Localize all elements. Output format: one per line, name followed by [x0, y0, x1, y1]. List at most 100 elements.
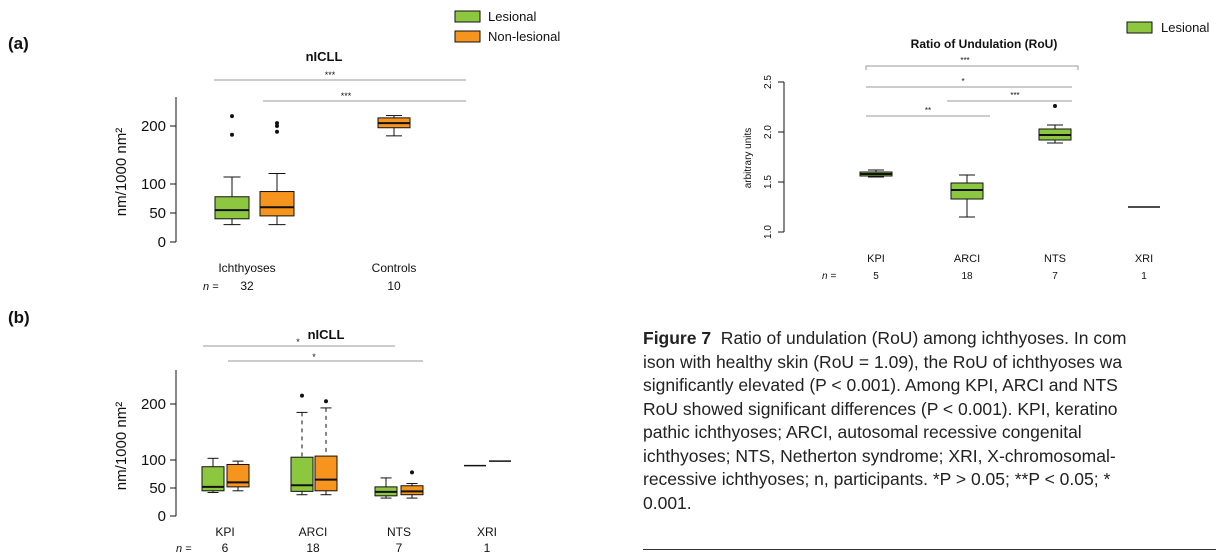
chart-rou-cat-nts: NTS — [1044, 253, 1066, 265]
legend-swatch-lesional — [454, 10, 481, 23]
box-b-nts-nonlesional-outlier — [410, 470, 414, 475]
panel-b-label: (b) — [8, 308, 30, 327]
chart-a-boxes — [214, 114, 411, 226]
sig-label-rou-3: *** — [1010, 91, 1019, 100]
chart-a-ytick-label: 50 — [149, 205, 166, 222]
caption-line-8: 0.001. — [643, 492, 692, 513]
chart-rou-ytick-label: 2.0 — [763, 125, 774, 139]
chart-a-ytick-label: 0 — [158, 234, 166, 251]
chart-b-title: nICLL — [308, 327, 345, 342]
chart-a-ytick-label: 100 — [141, 176, 166, 193]
chart-rou-yticks: 1.0 1.5 2.0 2.5 — [763, 75, 784, 239]
caption-line-3: significantly elevated (P < 0.001). Amon… — [643, 375, 1118, 395]
chart-b-ytick-label: 50 — [149, 480, 166, 497]
box-a-ichthyoses-nonlesional-box — [259, 191, 295, 217]
legend-label-lesional: Lesional — [488, 9, 537, 24]
chart-b-n-label: n = — [176, 543, 192, 555]
box-a-ichthyoses-nonlesional-outlier — [275, 129, 279, 134]
chart-b-n-nts: 7 — [396, 541, 403, 555]
legend-label-non-lesional: Non-lesional — [488, 29, 560, 44]
chart-b-significance: * * — [203, 337, 423, 362]
chart-rou-ytick-label: 1.5 — [763, 175, 774, 189]
chart-a-n-ichthyoses: 32 — [240, 279, 254, 293]
chart-a-cat-ichthyoses: Ichthyoses — [218, 261, 275, 275]
box-a-ichthyoses-lesional-outlier — [230, 132, 234, 137]
chart-a-ytick-label: 200 — [141, 118, 166, 135]
chart-rou-title: Ratio of Undulation (RoU) — [911, 37, 1058, 51]
legend-rou-swatch-lesional — [1126, 21, 1153, 34]
chart-b-ytick-label: 0 — [158, 508, 166, 525]
box-b-arci-nonlesional-box — [314, 455, 338, 492]
box-rou-nts-outlier — [1053, 104, 1057, 108]
chart-b-boxes — [201, 393, 511, 499]
chart-b-n-arci: 18 — [306, 541, 320, 555]
chart-a-ylabel: nm/1000 nm² — [113, 128, 130, 216]
caption-line-4: RoU showed significant differences (P < … — [643, 398, 1118, 419]
chart-rou-n-arci: 18 — [961, 271, 973, 282]
legend: Lesional Non-lesional — [454, 9, 560, 44]
box-a-ichthyoses-lesional-outlier — [230, 114, 234, 119]
sig-bar-rou-1 — [865, 65, 1079, 70]
chart-panel-a: nICLL *** *** nm/1000 nm² 0 50 100 200 Icht… — [113, 49, 466, 293]
caption-line-7: recessive ichthyoses; n, participants. *… — [643, 469, 1111, 489]
caption-line-6: ichthyoses; NTS, Netherton syndrome; XRI… — [643, 445, 1116, 466]
chart-b-ytick-label: 100 — [141, 452, 166, 469]
caption-line-2: ison with healthy skin (RoU = 1.09), the… — [643, 351, 1123, 372]
caption-line-1: Figure 7 Ratio of undulation (RoU) among… — [643, 327, 1216, 351]
chart-b-cat-kpi: KPI — [215, 525, 234, 539]
legend-rou: Lesional — [1126, 20, 1210, 35]
sig-label-a-2: *** — [341, 91, 352, 101]
chart-a-yticks: 0 50 100 200 — [141, 118, 176, 251]
chart-b-n-kpi: 6 — [222, 541, 229, 555]
legend-rou-label-lesional: Lesional — [1161, 20, 1210, 35]
chart-b-ytick-label: 200 — [141, 396, 166, 413]
box-b-kpi-lesional-box — [201, 466, 225, 492]
chart-rou-ylabel: arbitrary units — [743, 128, 754, 189]
chart-panel-rou: Ratio of Undulation (RoU) *** * *** ** a… — [743, 37, 1160, 282]
chart-a-n-controls: 10 — [387, 279, 401, 293]
box-b-nts-nonlesional-box — [400, 485, 424, 496]
caption-rule — [643, 549, 1216, 550]
chart-rou-boxes — [859, 104, 1160, 218]
panel-a-label: (a) — [8, 34, 29, 53]
chart-rou-n-xri: 1 — [1141, 271, 1147, 282]
box-b-kpi-nonlesional-box — [226, 463, 250, 488]
chart-rou-n-kpi: 5 — [873, 271, 879, 282]
sig-label-rou-2: * — [961, 77, 964, 86]
chart-b-cat-xri: XRI — [477, 525, 497, 539]
chart-a-title: nICLL — [306, 49, 343, 64]
box-b-arci-nonlesional-outlier — [324, 399, 328, 404]
chart-a-significance: *** *** — [214, 70, 466, 102]
chart-rou-cat-kpi: KPI — [867, 253, 885, 265]
box-b-arci-lesional-outlier — [300, 393, 304, 398]
chart-b-cat-arci: ARCI — [299, 525, 328, 539]
chart-rou-cat-arci: ARCI — [954, 253, 980, 265]
caption-line-1-text: Ratio of undulation (RoU) among ichthyos… — [711, 328, 1127, 348]
chart-a-n-label: n = — [203, 281, 219, 293]
sig-label-b-2: * — [312, 352, 316, 362]
chart-b-ylabel: nm/1000 nm² — [113, 402, 130, 490]
sig-label-a-1: *** — [325, 70, 336, 80]
chart-b-yticks: 0 50 100 200 — [141, 396, 176, 525]
figure-caption: Figure 7 Ratio of undulation (RoU) among… — [643, 327, 1216, 542]
box-a-ichthyoses-lesional-box — [214, 196, 250, 220]
chart-rou-significance: *** * *** ** — [865, 56, 1079, 117]
chart-rou-ytick-label: 1.0 — [763, 225, 774, 239]
caption-line-5: pathic ichthyoses; ARCI, autosomal reces… — [643, 422, 1082, 442]
chart-rou-cat-xri: XRI — [1135, 253, 1153, 265]
sig-label-rou-1: *** — [960, 56, 969, 65]
box-a-ichthyoses-nonlesional-outlier — [275, 124, 279, 128]
chart-rou-n-label: n = — [822, 271, 836, 282]
box-b-arci-lesional-box — [290, 456, 314, 492]
chart-panel-b: nICLL * * nm/1000 nm² 0 50 100 200 KPI ARCI… — [113, 327, 511, 555]
chart-rou-ytick-label: 2.5 — [763, 75, 774, 89]
box-a-ichthyoses-nonlesional-outlier — [275, 121, 279, 126]
chart-a-cat-controls: Controls — [372, 261, 417, 275]
sig-label-rou-4: ** — [925, 106, 931, 115]
sig-label-b-1: * — [296, 337, 300, 347]
chart-b-n-xri: 1 — [484, 541, 491, 555]
chart-rou-n-nts: 7 — [1052, 271, 1058, 282]
caption-figure-label: Figure 7 — [643, 328, 712, 348]
chart-b-cat-nts: NTS — [387, 525, 411, 539]
legend-swatch-non-lesional — [454, 30, 481, 43]
